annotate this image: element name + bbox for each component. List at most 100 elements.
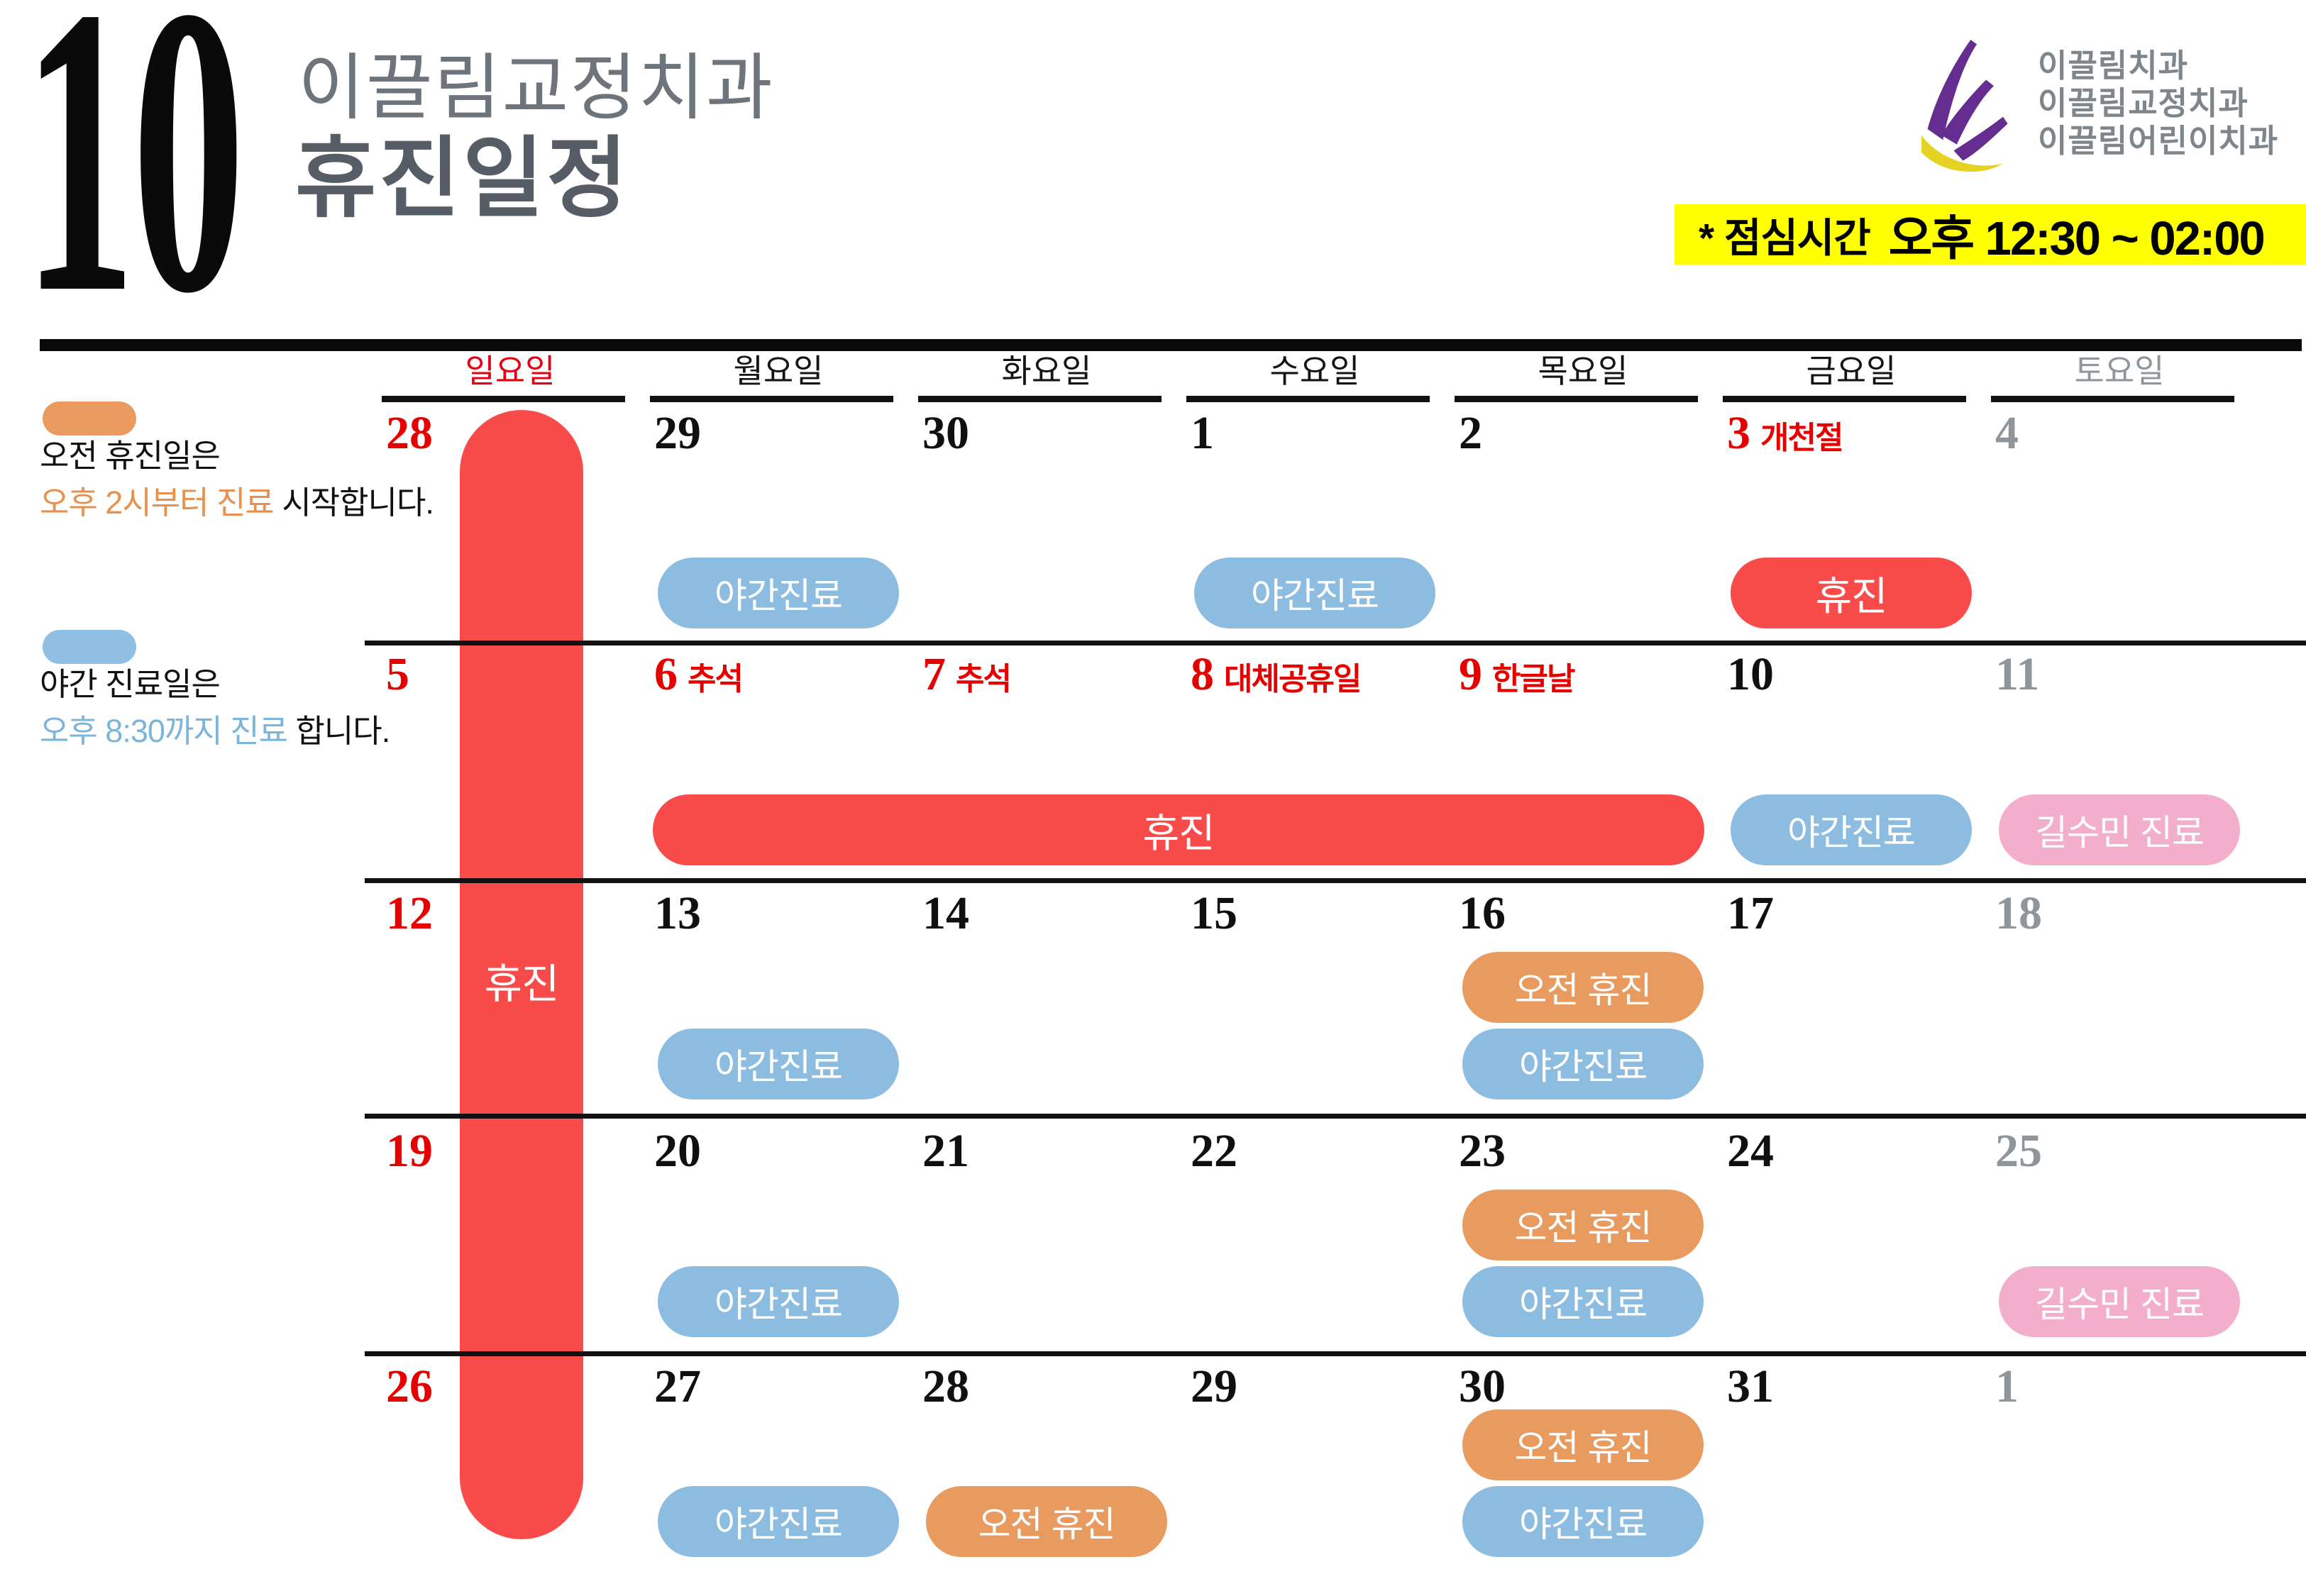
date-number: 13 — [654, 887, 701, 939]
date-number: 7 — [922, 648, 946, 700]
closed-badge: 휴진 — [1731, 558, 1972, 628]
date-number: 10 — [1727, 648, 1774, 700]
night-badge: 야간진료 — [658, 1486, 899, 1557]
date-number: 6 — [654, 648, 678, 700]
date-number: 19 — [386, 1125, 433, 1177]
chuseok-closed-banner: 휴진 — [653, 794, 1704, 865]
date-number: 4 — [1995, 407, 2019, 459]
legend-morning-highlight: 오후 2시부터 진료 — [40, 484, 275, 521]
night-badge: 야간진료 — [658, 1029, 899, 1099]
weekday-label: 수요일 — [1269, 353, 1360, 389]
date-cell: 1 — [1995, 1363, 2019, 1410]
date-number: 18 — [1995, 887, 2042, 939]
row-separator — [365, 878, 2306, 883]
lunch-time: 오후 12:30 ~ 02:00 — [1888, 212, 2266, 265]
date-cell: 2 — [1459, 410, 1482, 457]
date-cell: 21 — [922, 1128, 969, 1175]
row-separator — [365, 1351, 2306, 1356]
date-cell: 24 — [1727, 1128, 1774, 1175]
date-cell: 5 — [386, 651, 409, 698]
holiday-label: 추석 — [956, 662, 1012, 697]
weekday-label: 일요일 — [465, 353, 556, 389]
date-cell: 14 — [922, 890, 969, 937]
night-badge: 야간진료 — [1462, 1266, 1704, 1337]
date-cell: 25 — [1995, 1128, 2042, 1175]
weekday-label: 토요일 — [2074, 353, 2165, 389]
date-number: 21 — [922, 1125, 969, 1177]
date-cell: 29 — [1191, 1363, 1237, 1410]
date-number: 5 — [386, 648, 409, 700]
date-cell: 11 — [1995, 651, 2039, 698]
date-cell: 31 — [1727, 1363, 1774, 1410]
morning-badge: 오전 휴진 — [1462, 1190, 1704, 1260]
date-cell: 1 — [1191, 410, 1214, 457]
date-cell: 16 — [1459, 890, 1506, 937]
logo-text-line: 이끌림어린이치과 — [2038, 123, 2279, 160]
date-number: 11 — [1995, 648, 2040, 700]
date-number: 17 — [1727, 887, 1774, 939]
date-cell: 3 개천절 — [1727, 407, 1843, 459]
legend-morning-note: 오전 휴진일은 오후 2시부터 진료 시작합니다. — [40, 433, 434, 526]
weekday-underline — [918, 396, 1162, 402]
date-cell: 4 — [1995, 410, 2019, 457]
date-number: 29 — [1191, 1361, 1237, 1412]
date-cell: 30 — [922, 410, 969, 457]
logo-text-line: 이끌림치과 — [2038, 48, 2189, 84]
weekday-label: 목요일 — [1538, 353, 1628, 389]
date-number: 15 — [1191, 887, 1237, 939]
date-number: 30 — [922, 407, 969, 459]
legend-night-rest: 합니다. — [287, 713, 391, 750]
date-cell: 13 — [654, 890, 701, 937]
date-cell: 28 — [386, 410, 433, 457]
clinic-logo-text: 이끌림치과 이끌림교정치과 이끌림어린이치과 — [2038, 47, 2278, 160]
date-number: 12 — [386, 887, 433, 939]
legend-night-highlight: 오후 8:30까지 진료 — [40, 713, 288, 750]
date-number: 9 — [1459, 648, 1482, 700]
doctor-badge: 길수민 진료 — [1999, 794, 2240, 865]
date-number: 8 — [1191, 648, 1214, 700]
logo-text-line: 이끌림교정치과 — [2038, 85, 2249, 122]
date-cell: 26 — [386, 1363, 433, 1410]
date-cell: 23 — [1459, 1128, 1506, 1175]
date-number: 3 — [1727, 407, 1750, 459]
date-number: 16 — [1459, 887, 1506, 939]
legend-night-note: 야간 진료일은 오후 8:30까지 진료 합니다. — [40, 661, 390, 755]
weekday-label: 월요일 — [733, 353, 824, 389]
holiday-label: 추석 — [688, 662, 744, 697]
date-number: 31 — [1727, 1361, 1774, 1412]
date-number: 23 — [1459, 1125, 1506, 1177]
date-number: 29 — [654, 407, 701, 459]
page-title: 휴진일정 — [295, 130, 631, 228]
legend-morning-rest: 시작합니다. — [273, 484, 434, 521]
date-cell: 29 — [654, 410, 701, 457]
morning-badge: 오전 휴진 — [926, 1486, 1167, 1557]
date-number: 28 — [386, 407, 433, 459]
weekday-underline — [650, 396, 893, 402]
date-cell: 19 — [386, 1128, 433, 1175]
sunday-closed-banner-label: 휴진 — [484, 961, 560, 1007]
weekday-underline — [1723, 396, 1966, 402]
weekday-underline — [382, 396, 625, 402]
date-number: 30 — [1459, 1361, 1506, 1412]
weekday-underline — [1186, 396, 1430, 402]
date-cell: 7 추석 — [922, 648, 1012, 700]
date-cell: 12 — [386, 890, 433, 937]
morning-badge: 오전 휴진 — [1462, 952, 1704, 1023]
night-badge: 야간진료 — [1462, 1029, 1704, 1099]
date-cell: 22 — [1191, 1128, 1237, 1175]
date-number: 25 — [1995, 1125, 2042, 1177]
date-cell: 6 추석 — [654, 648, 744, 700]
date-cell: 15 — [1191, 890, 1237, 937]
date-number: 14 — [922, 887, 969, 939]
weekday-label: 화요일 — [1001, 353, 1092, 389]
weekday-underline — [1455, 396, 1698, 402]
date-number: 1 — [1995, 1361, 2019, 1412]
legend-night-pill — [43, 630, 136, 664]
date-cell: 18 — [1995, 890, 2042, 937]
clinic-logo-icon — [1921, 40, 2008, 172]
date-cell: 8 대체공휴일 — [1191, 648, 1362, 700]
sunday-closed-banner — [460, 410, 583, 1539]
legend-night-line1: 야간 진료일은 — [40, 666, 221, 702]
night-badge: 야간진료 — [1194, 558, 1435, 628]
